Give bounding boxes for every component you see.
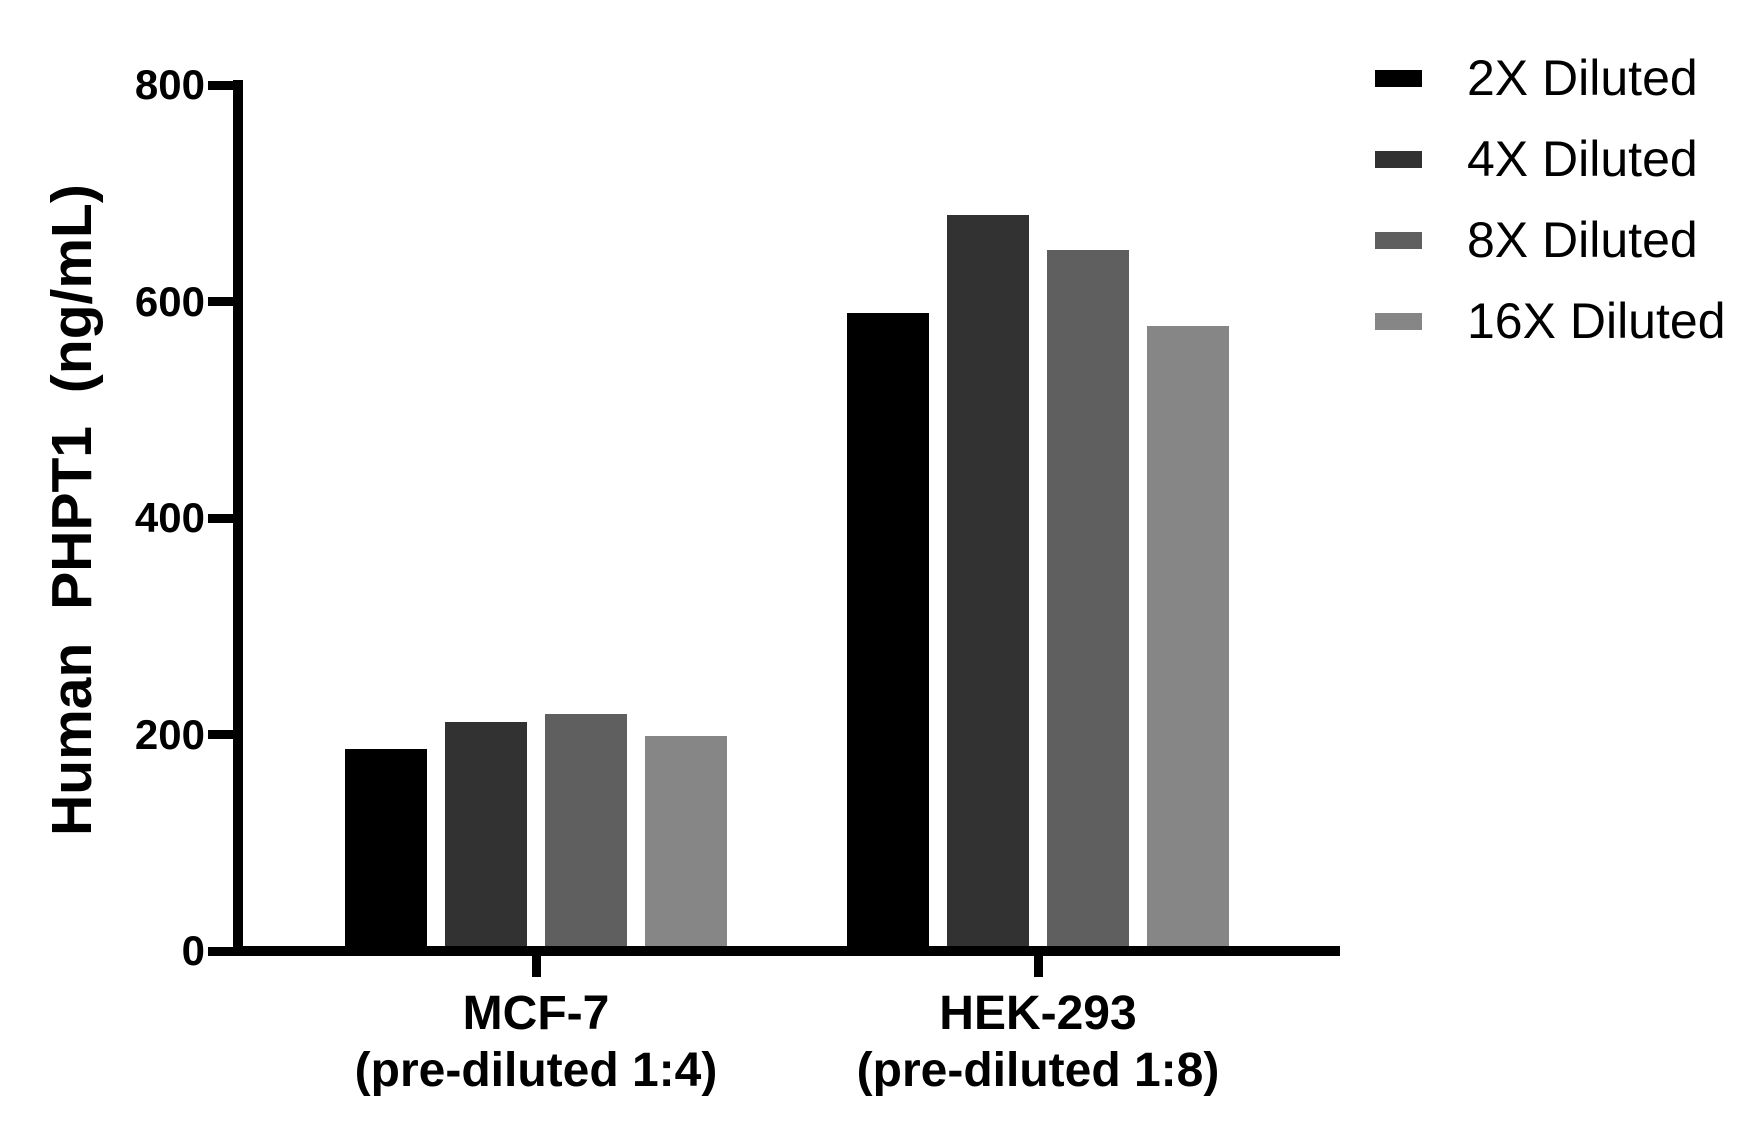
legend-swatch-8x-diluted xyxy=(1375,231,1422,249)
legend-swatch-16x-diluted xyxy=(1375,312,1422,330)
bar-mcf-7-16x-diluted xyxy=(645,735,727,949)
y-tick-label-800: 800 xyxy=(134,61,205,108)
y-tick-label-600: 600 xyxy=(134,277,205,325)
y-tick-800 xyxy=(208,80,233,90)
x-label-mcf-7: MCF-7 (pre-diluted 1:4) xyxy=(354,987,718,1097)
y-tick-200 xyxy=(208,730,233,739)
legend-label-16x-diluted: 16X Diluted xyxy=(1467,293,1726,349)
y-tick-label-0: 0 xyxy=(181,927,205,974)
legend-label-8x-diluted: 8X Diluted xyxy=(1467,212,1698,268)
x-tick-hek-293 xyxy=(1033,956,1043,977)
x-tick-mcf-7 xyxy=(531,956,541,977)
legend-label-2x-diluted: 2X Diluted xyxy=(1467,50,1698,106)
y-tick-label-200: 200 xyxy=(134,710,205,758)
bar-mcf-7-2x-diluted xyxy=(345,748,427,949)
bar-hek-293-2x-diluted xyxy=(847,313,929,949)
legend-swatch-2x-diluted xyxy=(1375,69,1422,87)
x-axis-line xyxy=(233,946,1340,956)
legend-swatch-4x-diluted xyxy=(1375,150,1422,168)
y-tick-0 xyxy=(208,946,233,956)
y-tick-label-400: 400 xyxy=(134,494,205,541)
bar-mcf-7-8x-diluted xyxy=(545,713,627,949)
y-axis-line xyxy=(233,80,243,956)
legend-label-4x-diluted: 4X Diluted xyxy=(1467,131,1698,187)
bar-hek-293-4x-diluted xyxy=(947,214,1029,949)
y-tick-600 xyxy=(208,297,233,306)
bar-hek-293-16x-diluted xyxy=(1147,326,1229,949)
bar-hek-293-8x-diluted xyxy=(1047,249,1129,949)
x-label-hek-293: HEK-293 (pre-diluted 1:8) xyxy=(856,987,1220,1097)
y-tick-400 xyxy=(208,513,233,523)
bar-mcf-7-4x-diluted xyxy=(445,721,527,949)
